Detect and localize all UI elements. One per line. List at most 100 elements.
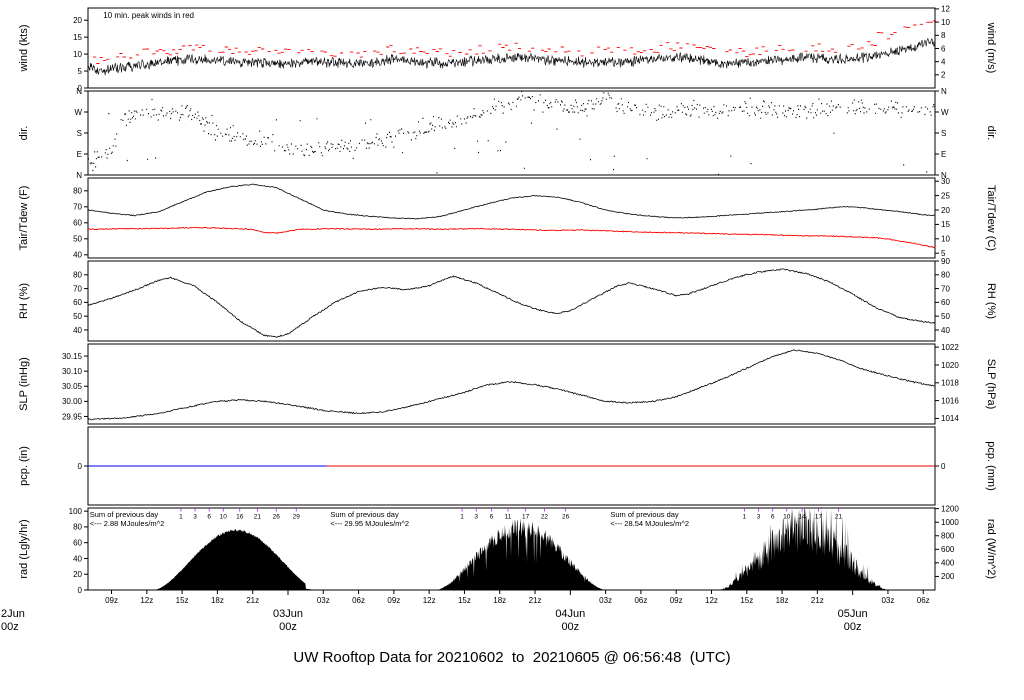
cum-mj-label-day2: 11 <box>505 514 512 521</box>
xtick-label: 15z <box>740 596 753 605</box>
xtick-label: 12z <box>140 596 153 605</box>
ytick-right-rh: 50 <box>941 312 950 321</box>
cum-mj-label-day1: 6 <box>207 514 211 521</box>
ytick-left-temp: 80 <box>73 187 82 196</box>
ytick-left-rad: 60 <box>73 538 82 547</box>
date-label-left-cut: 2Jun <box>1 608 25 620</box>
panel-border-slp <box>87 343 936 425</box>
ytick-left-dir: N <box>76 171 82 180</box>
ytick-right-dir: N <box>941 87 947 96</box>
cum-mj-label-day3: 14 <box>798 514 806 521</box>
ytick-right-pcp: 0 <box>941 462 946 471</box>
axis-label-left-wind: wind (kts) <box>18 24 30 72</box>
ytick-right-temp: 10 <box>941 235 950 244</box>
ytick-left-slp: 30.05 <box>62 382 83 391</box>
ytick-left-dir: S <box>77 129 82 138</box>
wind-peak-marks <box>93 20 937 64</box>
ytick-right-rad: 600 <box>941 545 955 554</box>
cum-mj-label-day1: 10 <box>220 514 228 521</box>
xtick-label: 09z <box>105 596 118 605</box>
peak-wind-note: 10 min. peak winds in red <box>103 11 194 20</box>
axis-label-right-wind: wind (m/s) <box>985 22 997 74</box>
ytick-left-wind: 20 <box>73 16 82 25</box>
ytick-left-rad: 80 <box>73 523 82 532</box>
ytick-right-dir: S <box>941 129 946 138</box>
panel-rad: 0 20 40 60 80 100 200 400 600 800 1000 1200 rad (Lgl… <box>18 504 997 594</box>
ytick-left-rh: 50 <box>73 312 82 321</box>
ytick-right-rad: 200 <box>941 572 955 581</box>
tair-trace <box>87 183 936 220</box>
ytick-right-dir: W <box>941 108 949 117</box>
cum-mj-label-day2: 22 <box>541 514 549 521</box>
xtick-label: 18z <box>776 596 789 605</box>
ytick-right-slp: 1014 <box>941 414 959 423</box>
ytick-right-rh: 80 <box>941 271 950 280</box>
cum-mj-label-day2: 17 <box>522 514 530 521</box>
xtick-label: 12z <box>423 596 436 605</box>
ytick-left-rh: 60 <box>73 298 82 307</box>
ytick-left-wind: 15 <box>73 33 82 42</box>
panel-wind: 0 5 10 15 20 2 4 6 8 10 12 wind (kts) wind (m/s) 10 m… <box>18 5 997 93</box>
ytick-left-temp: 40 <box>73 251 82 260</box>
xtick-label: 09z <box>387 596 400 605</box>
ytick-left-wind: 0 <box>78 84 83 93</box>
ytick-left-dir: E <box>77 150 82 159</box>
ytick-left-slp: 30.10 <box>62 367 83 376</box>
date-label-left-cut-hour: 00z <box>1 621 19 633</box>
ytick-right-rad: 800 <box>941 532 955 541</box>
axis-label-right-slp: SLP (hPa) <box>985 359 997 410</box>
sum-prev-day-title-2: Sum of previous day <box>610 510 679 519</box>
xtick-label: 21z <box>246 596 259 605</box>
cum-mj-label-day1: 26 <box>273 514 281 521</box>
cum-mj-label-day2: 6 <box>490 514 494 521</box>
ytick-left-dir: N <box>76 87 82 96</box>
ytick-left-slp: 29.95 <box>62 412 83 421</box>
xtick-label: 06z <box>917 596 930 605</box>
wind-direction-dots <box>88 90 936 175</box>
axis-label-left-rh: RH (%) <box>18 283 30 319</box>
xtick-label: 06z <box>634 596 647 605</box>
date-label-hour-0: 00z <box>279 621 297 633</box>
ytick-right-temp: 5 <box>941 249 946 258</box>
cum-mj-label-day1: 29 <box>293 514 301 521</box>
ytick-right-temp: 15 <box>941 220 950 229</box>
axis-label-left-rad: rad (Lgly/hr) <box>18 519 30 578</box>
axis-label-right-temp: Tair/Tdew (C) <box>985 185 997 251</box>
cum-mj-label-day3: 3 <box>757 514 761 521</box>
date-label-1: 04Jun <box>555 608 585 620</box>
x-axis: 09z 12z 15z 18z 21z 03z 06z 09z 12z 15z 18z 21z 03z 0… <box>1 590 930 633</box>
ytick-right-rad: 1000 <box>941 518 959 527</box>
xtick-label: 03z <box>881 596 894 605</box>
xtick-label: 21z <box>811 596 824 605</box>
ytick-right-dir: E <box>941 150 946 159</box>
ytick-right-rh: 90 <box>941 257 950 266</box>
cum-mj-label-day2: 3 <box>474 514 478 521</box>
ytick-right-wind: 10 <box>941 18 950 27</box>
ytick-left-rh: 80 <box>73 271 82 280</box>
ytick-left-rh: 40 <box>73 326 82 335</box>
panel-slp: 29.95 30.00 30.05 30.10 30.15 1014 1016 1018 102… <box>18 343 997 425</box>
xtick-label: 15z <box>458 596 471 605</box>
axis-label-left-temp: Tair/Tdew (F) <box>18 186 30 251</box>
xtick-label: 15z <box>176 596 189 605</box>
tdew-trace <box>87 226 936 249</box>
cum-mj-label-day1: 1 <box>179 514 183 521</box>
wind-speed-trace <box>87 37 936 76</box>
axis-label-right-dir: dir. <box>985 126 997 141</box>
date-label-0: 03Jun <box>273 608 303 620</box>
axis-label-right-rad: rad (W/m^2) <box>985 519 997 579</box>
sum-prev-day-value-2: <--- 28.54 MJoules/m^2 <box>610 519 689 528</box>
axis-label-right-pcp: pcp. (mm) <box>985 441 997 491</box>
ytick-right-rh: 70 <box>941 284 950 293</box>
xtick-label: 06z <box>352 596 365 605</box>
cum-mj-label-day3: 21 <box>835 514 843 521</box>
cum-mj-label-day1: 3 <box>193 514 197 521</box>
ytick-right-wind: 4 <box>941 57 946 66</box>
xtick-label: 18z <box>211 596 224 605</box>
panel-border-wind <box>87 7 936 89</box>
sum-prev-day-title-1: Sum of previous day <box>330 510 399 519</box>
cum-mj-label-day2: 1 <box>460 514 464 521</box>
cum-mj-label-day3: 17 <box>815 514 823 521</box>
date-label-hour-1: 00z <box>561 621 579 633</box>
